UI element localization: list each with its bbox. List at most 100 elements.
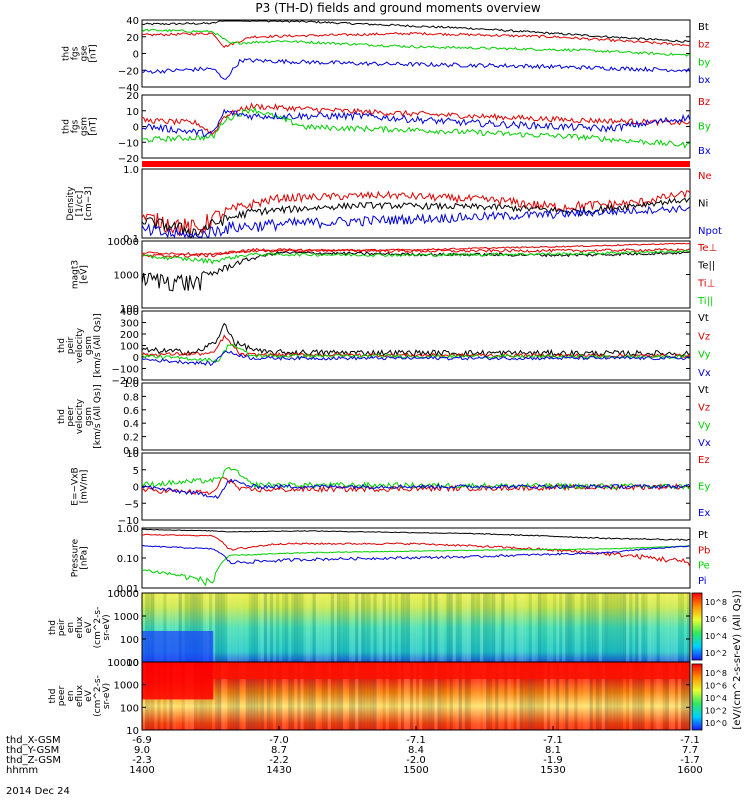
legend-entry: Npot — [698, 226, 722, 237]
y-tick-label: −10 — [118, 138, 139, 149]
series-line-Ti|| — [141, 249, 691, 265]
y-tick-label: 1.0 — [123, 379, 139, 390]
spectrogram-cell — [549, 593, 554, 662]
spectrogram-cell — [303, 662, 307, 730]
spectrogram-cell — [428, 662, 432, 730]
legend-entry: Pe — [698, 561, 710, 572]
spectrogram-cell — [324, 593, 329, 662]
spectrogram-cell — [275, 662, 280, 730]
spectrogram-cell — [349, 662, 353, 730]
spectrogram-cell — [315, 593, 319, 662]
spectrogram-cell — [659, 662, 663, 730]
spectrogram-cell — [248, 593, 252, 662]
x-tick-label: 8.1 — [545, 745, 561, 756]
spectrogram-cell — [388, 593, 392, 662]
x-tick-label: -2.2 — [269, 755, 289, 766]
spectrogram-cell — [565, 662, 569, 730]
spectrogram-cell — [370, 593, 374, 662]
panel-peir_spectrogram: 10000 1000 100 10 thd peir en eflux eV (cm^2-s-sr… — [48, 589, 691, 669]
x-tick-label: -7.1 — [543, 735, 563, 746]
spectrogram-cell — [294, 593, 298, 662]
spectrogram-cell — [598, 662, 603, 730]
spectrogram-cell — [455, 662, 459, 730]
spectrogram-cell — [251, 662, 255, 730]
spectrogram-cell — [601, 593, 606, 662]
spectrogram-cell — [157, 593, 161, 662]
spectrogram-cell — [665, 662, 669, 730]
spectrogram-cell — [623, 593, 627, 662]
series-line-bz — [141, 31, 691, 49]
spectrogram-cell — [473, 593, 478, 662]
legend-entry: Vx — [698, 438, 711, 449]
series-line-Pt — [141, 528, 691, 542]
series-line-Vy — [141, 343, 690, 363]
spectrogram-cell — [236, 662, 240, 730]
spectrogram-cell — [540, 593, 545, 662]
spectrogram-cell — [406, 662, 411, 730]
y-tick-label: 20 — [126, 33, 139, 44]
spectrogram-cell — [260, 662, 265, 730]
spectrogram-cell — [452, 662, 456, 730]
spectrogram-cell — [607, 593, 612, 662]
series-line-Npot — [141, 204, 691, 239]
spectrogram-cell — [336, 593, 341, 662]
spectrogram-cell — [148, 593, 152, 662]
legend-entry: Te|| — [697, 261, 715, 272]
spectrogram-cell — [160, 593, 164, 662]
spectrogram-cell — [659, 593, 663, 662]
spectrogram-cell — [507, 662, 511, 730]
spectrogram-cell — [397, 662, 402, 730]
legend-entry: Bt — [698, 22, 709, 33]
spectrogram-cell — [324, 662, 329, 730]
spectrogram-cell — [553, 662, 557, 730]
spectrogram-cell — [604, 662, 609, 730]
y-tick-label: 0.6 — [123, 406, 139, 417]
spectrogram-cell — [412, 593, 417, 662]
spectrogram-cell — [394, 593, 399, 662]
spectrogram-cell — [516, 662, 520, 730]
spectrogram-cell — [142, 630, 214, 662]
spectrogram-cell — [662, 662, 666, 730]
panel-temperature: 10000 1000 100 magt3 [eV] — [71, 237, 691, 315]
x-tick-label: -2.3 — [132, 755, 152, 766]
y-axis-label: velocity — [75, 398, 85, 434]
y-tick-label: 10000 — [107, 658, 139, 669]
spectrogram-cell — [519, 593, 523, 662]
y-tick-label: 100 — [120, 635, 139, 646]
spectrogram-cell — [586, 662, 590, 730]
spectrogram-cell — [559, 662, 563, 730]
y-axis-label: eflux — [75, 684, 85, 707]
x-tick-label: 8.7 — [271, 745, 287, 756]
spectrogram-cell — [626, 593, 630, 662]
spectrogram-cell — [528, 662, 532, 730]
spectrogram-cell — [556, 593, 560, 662]
y-axis-label: (cm^2-s- — [93, 607, 103, 649]
spectrogram-cell — [674, 662, 679, 730]
spectrogram-cell — [297, 593, 301, 662]
spectrogram-cell — [224, 593, 228, 662]
y-tick-label: 0.0 — [123, 446, 139, 457]
y-axis-label: Pressure — [71, 538, 81, 577]
spectrogram-cell — [574, 593, 578, 662]
spectrogram-cell — [431, 593, 435, 662]
spectrogram-cell — [403, 662, 408, 730]
spectrogram-cell — [236, 593, 240, 662]
spectrogram-cell — [525, 593, 529, 662]
spectrogram-cell — [534, 662, 539, 730]
y-tick-label: 100 — [120, 304, 139, 315]
spectrogram-cell — [455, 593, 459, 662]
spectrogram-cell — [330, 662, 335, 730]
spectrogram-cell — [519, 662, 523, 730]
spectrogram-cell — [288, 593, 292, 662]
spectrogram-cell — [680, 593, 685, 662]
series-line-Te|| — [141, 250, 691, 292]
spectrogram-cell — [349, 593, 353, 662]
spectrogram-cell — [516, 593, 520, 662]
spectrogram-cell — [677, 593, 682, 662]
y-tick-label: 0.1 — [123, 234, 139, 245]
series-line-by — [141, 28, 690, 57]
spectrogram-cell — [202, 593, 207, 662]
x-tick-label: 1600 — [677, 765, 702, 776]
spectrogram-cell — [361, 662, 365, 730]
spectrogram-cell — [233, 662, 237, 730]
